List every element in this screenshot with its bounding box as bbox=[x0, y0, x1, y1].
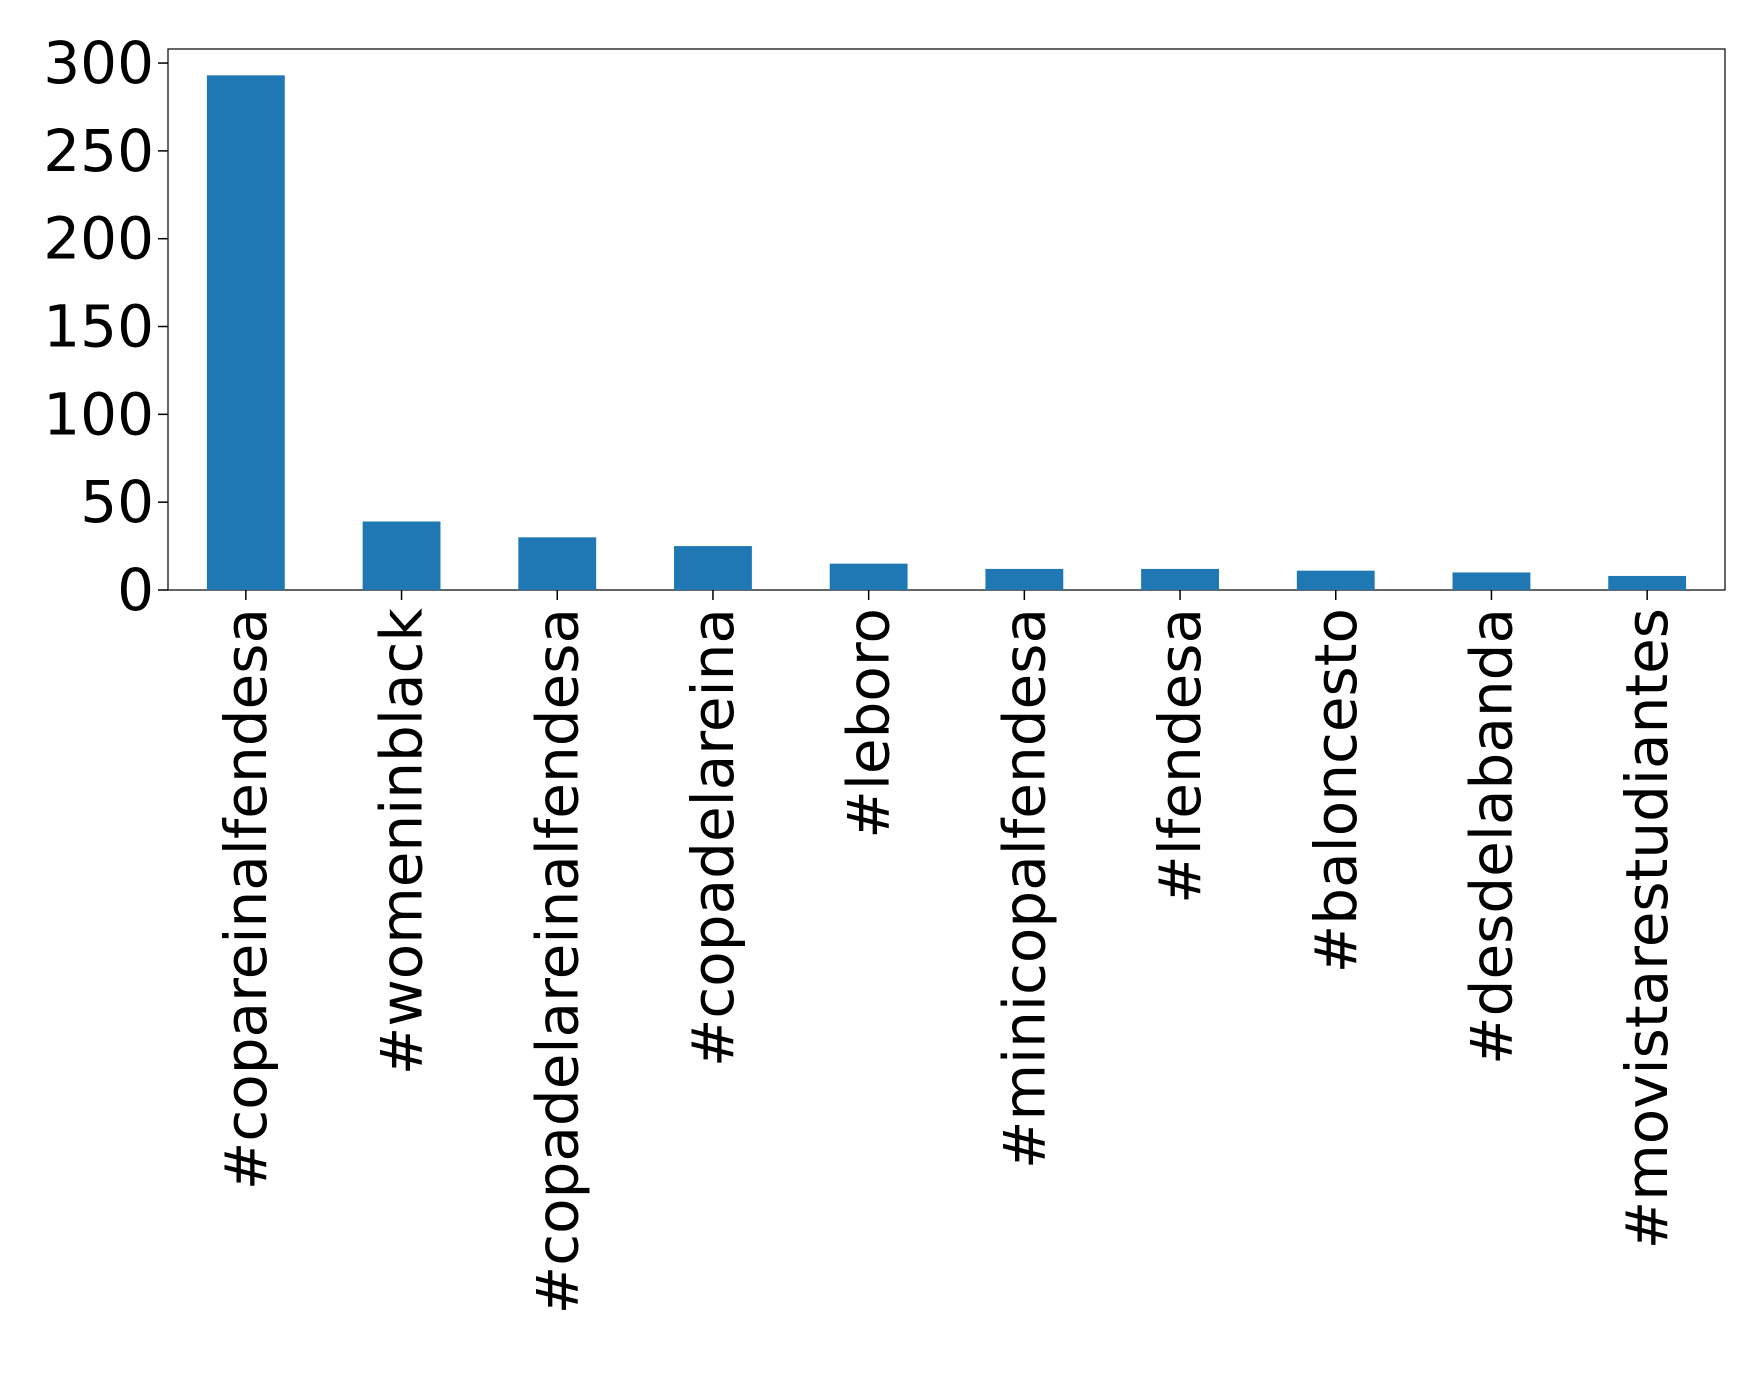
bar-copadelareinalfendesa bbox=[518, 537, 597, 590]
y-tick-label: 50 bbox=[80, 468, 154, 536]
y-axis: 0 50 100 150 200 250 300 bbox=[43, 29, 168, 624]
x-tick-label: #leboro bbox=[835, 608, 903, 839]
bar-movistarestudiantes bbox=[1608, 575, 1687, 590]
bar-womeninblack bbox=[362, 521, 441, 590]
plot-frame bbox=[167, 48, 1726, 591]
bar-lfendesa bbox=[1141, 568, 1219, 590]
bar-desdelabanda bbox=[1452, 572, 1531, 590]
x-tick-label: #womeninblack bbox=[368, 608, 436, 1076]
x-tick-label: #baloncesto bbox=[1302, 608, 1370, 973]
x-tick-label: #minicopalfendesa bbox=[990, 608, 1058, 1169]
bar-leboro bbox=[829, 563, 908, 590]
y-tick-label: 250 bbox=[43, 117, 154, 185]
x-tick-label: #lfendesa bbox=[1146, 608, 1214, 904]
bar-copadelareina bbox=[674, 546, 752, 590]
plot-area bbox=[167, 48, 1726, 591]
y-tick-label: 100 bbox=[43, 380, 154, 448]
x-axis: #copareinalfendesa #womeninblack #copadela… bbox=[212, 590, 1681, 1314]
x-tick-label: #movistarestudiantes bbox=[1613, 608, 1681, 1249]
y-tick-label: 300 bbox=[43, 29, 154, 97]
x-tick-label: #copadelareina bbox=[679, 608, 747, 1067]
x-tick-label: #copadelareinalfendesa bbox=[523, 608, 591, 1314]
bar-baloncesto bbox=[1296, 570, 1375, 590]
bar-minicopalfendesa bbox=[985, 568, 1064, 590]
x-tick-label: #desdelabanda bbox=[1457, 608, 1525, 1065]
y-tick-label: 0 bbox=[117, 556, 154, 624]
y-tick-label: 200 bbox=[43, 205, 154, 273]
y-tick-label: 150 bbox=[43, 293, 154, 361]
x-tick-label: #copareinalfendesa bbox=[212, 608, 280, 1190]
bars-group bbox=[206, 75, 1687, 590]
bar-copareinalfendesa bbox=[206, 75, 285, 590]
